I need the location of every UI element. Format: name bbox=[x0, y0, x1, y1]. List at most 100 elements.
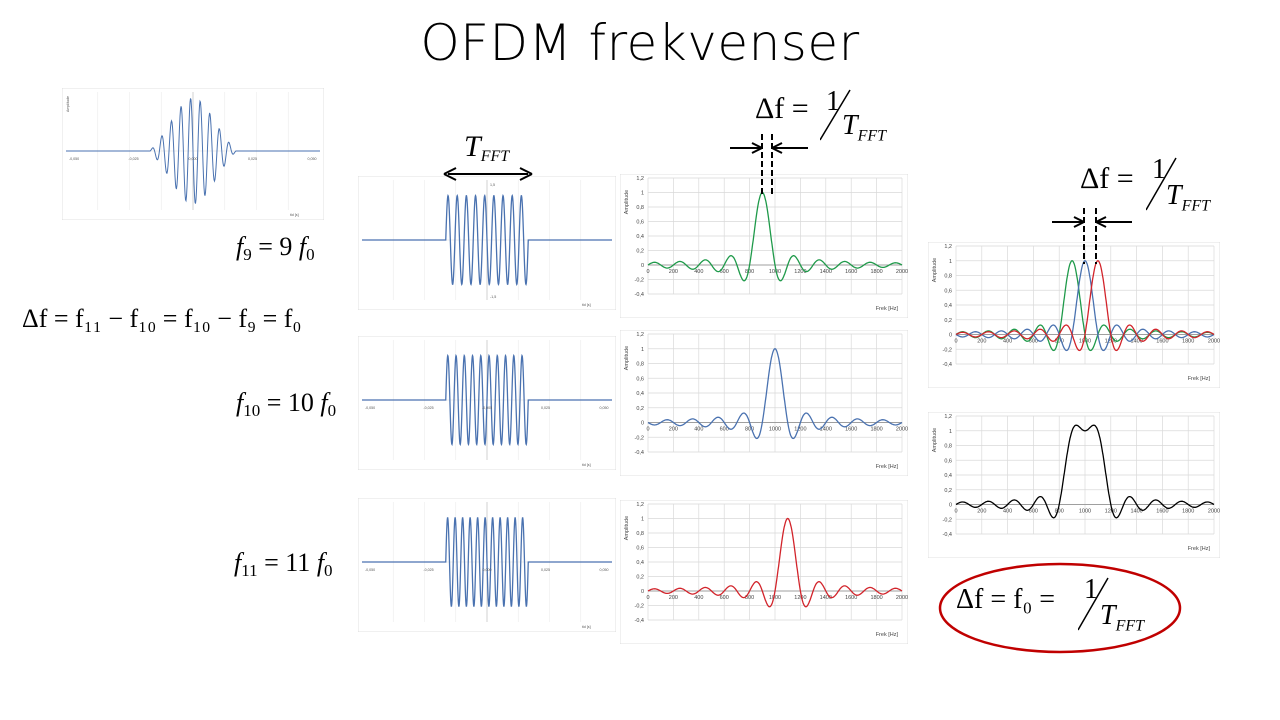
x-tick-label: 200 bbox=[669, 595, 678, 601]
x-tick-label: 1400 bbox=[820, 427, 832, 433]
x-tick-label: 0,025 bbox=[541, 406, 550, 410]
x-tick-label: 2000 bbox=[1208, 339, 1220, 345]
y-tick-label: -1,5 bbox=[490, 295, 496, 299]
y-axis-label: Amplitude bbox=[624, 346, 630, 370]
series-f9 bbox=[66, 98, 320, 204]
x-tick-label: 1600 bbox=[845, 595, 857, 601]
x-tick-label: 0,050 bbox=[308, 157, 317, 161]
x-axis-label: tid [s] bbox=[582, 303, 591, 307]
y-tick-label: 1 bbox=[641, 347, 644, 353]
y-tick-label: 0,4 bbox=[944, 473, 952, 479]
x-tick-label: 600 bbox=[1029, 339, 1038, 345]
y-tick-label: 0,4 bbox=[944, 303, 952, 309]
y-tick-label: 0,8 bbox=[636, 531, 644, 537]
x-axis-label: Frek [Hz] bbox=[1188, 546, 1211, 552]
chart-frame bbox=[620, 500, 908, 644]
x-tick-label: 1800 bbox=[1182, 339, 1194, 345]
y-tick-label: 1 bbox=[949, 259, 952, 265]
chart-spec-sum: 1,210,80,60,40,20-0,2-0,40 200 400 600 800 10… bbox=[928, 412, 1220, 558]
x-tick-label: -0,025 bbox=[423, 568, 433, 572]
x-tick-label: 400 bbox=[694, 269, 703, 275]
y-tick-label: 1 bbox=[641, 191, 644, 197]
chart-time-f9: 1,5 -1,5 tid [s] bbox=[358, 176, 616, 310]
equation-delta-f: Δf = f₁₁ − f₁₀ = f₁₀ − f₉ = f₀ bbox=[22, 304, 302, 333]
fraction-mid: 1 TFFT bbox=[820, 86, 890, 145]
chart-spec-f11: 1,210,80,60,40,20-0,2-0,40 200 400 600 800 10… bbox=[620, 500, 908, 644]
y-axis-label: Amplitude bbox=[624, 190, 630, 214]
series-f10 bbox=[955, 260, 1215, 352]
x-tick-label: 0 bbox=[646, 427, 649, 433]
x-tick-label: 1400 bbox=[820, 595, 832, 601]
x-tick-label: 0 bbox=[646, 269, 649, 275]
y-tick-label: 0,6 bbox=[636, 546, 644, 552]
y-axis-label: Amplitude bbox=[624, 516, 630, 540]
x-tick-label: 600 bbox=[720, 269, 729, 275]
x-tick-label: 0 bbox=[646, 595, 649, 601]
delta-f-label-mid: Δf = bbox=[755, 92, 809, 125]
y-tick-label: -0,4 bbox=[943, 362, 952, 368]
x-tick-label: 1200 bbox=[1105, 509, 1117, 515]
x-tick-label: 0,025 bbox=[541, 568, 550, 572]
tfft-label: TFFT bbox=[464, 130, 510, 165]
x-tick-label: 1600 bbox=[845, 269, 857, 275]
series-sum bbox=[955, 424, 1215, 519]
y-tick-label: 0,6 bbox=[636, 376, 644, 382]
series-f9 bbox=[362, 193, 612, 287]
x-tick-label: -0,025 bbox=[423, 406, 433, 410]
y-tick-label: 0,6 bbox=[944, 288, 952, 294]
x-tick-label: 1000 bbox=[1079, 339, 1091, 345]
y-tick-label: -0,4 bbox=[635, 618, 644, 624]
x-tick-label: 2000 bbox=[1208, 509, 1220, 515]
x-axis-label: tid [s] bbox=[582, 463, 591, 467]
y-tick-label: 0,8 bbox=[944, 274, 952, 280]
x-tick-label: 400 bbox=[1003, 509, 1012, 515]
series-f10 bbox=[647, 348, 903, 440]
series-f11 bbox=[647, 517, 903, 608]
y-tick-label: -0,4 bbox=[635, 292, 644, 298]
delta-f-label-right: Δf = bbox=[1080, 162, 1134, 195]
x-tick-label: 200 bbox=[977, 509, 986, 515]
summary-equation: Δf = f₀ = bbox=[956, 584, 1055, 615]
y-tick-label: 0 bbox=[949, 333, 952, 339]
y-tick-label: 0,2 bbox=[636, 249, 644, 255]
y-tick-label: 0,2 bbox=[944, 318, 952, 324]
x-tick-label: 1800 bbox=[870, 269, 882, 275]
y-tick-label: 0,4 bbox=[636, 391, 644, 397]
x-tick-label: 1200 bbox=[794, 595, 806, 601]
chart-frame bbox=[620, 330, 908, 476]
y-tick-label: -0,4 bbox=[943, 532, 952, 538]
y-tick-label: 0,8 bbox=[636, 362, 644, 368]
y-tick-label: 1,2 bbox=[636, 332, 644, 338]
x-axis-label: tid [s] bbox=[582, 625, 591, 629]
equation-f11: f11 = 11 f0 bbox=[234, 548, 333, 580]
y-tick-label: -0,2 bbox=[635, 435, 644, 441]
x-axis-label: Frek [Hz] bbox=[876, 306, 899, 312]
x-tick-label: 400 bbox=[694, 595, 703, 601]
x-tick-label: 1600 bbox=[1156, 339, 1168, 345]
fraction-oval: 1 TFFT bbox=[1078, 574, 1158, 635]
y-tick-label: -0,2 bbox=[635, 278, 644, 284]
chart-spec-f10: 1,210,80,60,40,20-0,2-0,40 200 400 600 800 10… bbox=[620, 330, 908, 476]
x-tick-label: 800 bbox=[745, 269, 754, 275]
y-tick-label: 0 bbox=[641, 421, 644, 427]
y-tick-label: 0,2 bbox=[636, 406, 644, 412]
x-tick-label: -0,050 bbox=[365, 568, 375, 572]
x-tick-label: 800 bbox=[1055, 339, 1064, 345]
delta-f-marker-mid bbox=[730, 134, 808, 194]
x-tick-label: 0,000 bbox=[483, 568, 492, 572]
fraction-right: 1 TFFT bbox=[1146, 154, 1226, 215]
y-tick-label: 1,2 bbox=[944, 244, 952, 250]
tfft-arrow bbox=[443, 167, 533, 181]
x-tick-label: 1600 bbox=[1156, 509, 1168, 515]
x-tick-label: 1800 bbox=[870, 427, 882, 433]
x-tick-label: 1800 bbox=[1182, 509, 1194, 515]
equation-f9: f9 = 9 f0 bbox=[236, 232, 315, 264]
x-tick-label: 0,000 bbox=[189, 157, 198, 161]
y-tick-label: 0,2 bbox=[944, 488, 952, 494]
x-tick-label: 0,050 bbox=[600, 406, 609, 410]
x-tick-label: 1000 bbox=[1079, 509, 1091, 515]
x-tick-label: 0,025 bbox=[248, 157, 257, 161]
y-tick-label: -0,2 bbox=[943, 347, 952, 353]
delta-f-marker-right bbox=[1052, 208, 1132, 264]
y-tick-label: -0,4 bbox=[635, 450, 644, 456]
